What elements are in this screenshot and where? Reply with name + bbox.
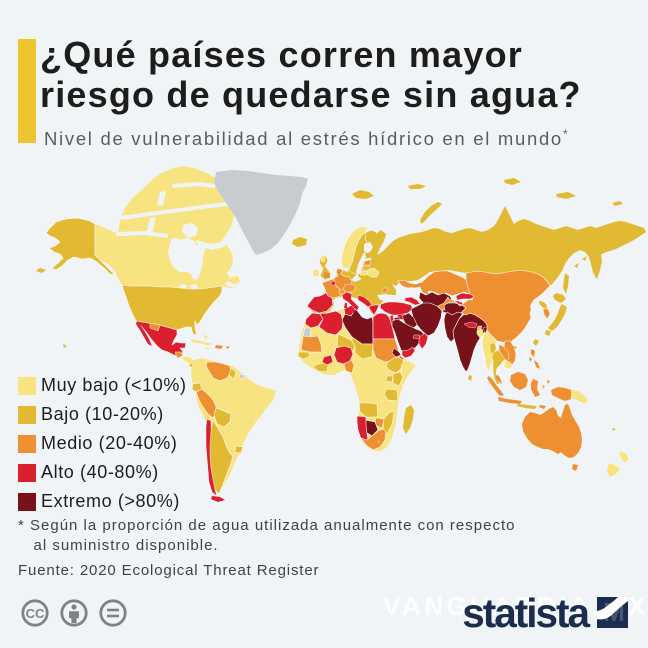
svg-text:CC: CC bbox=[26, 606, 45, 621]
